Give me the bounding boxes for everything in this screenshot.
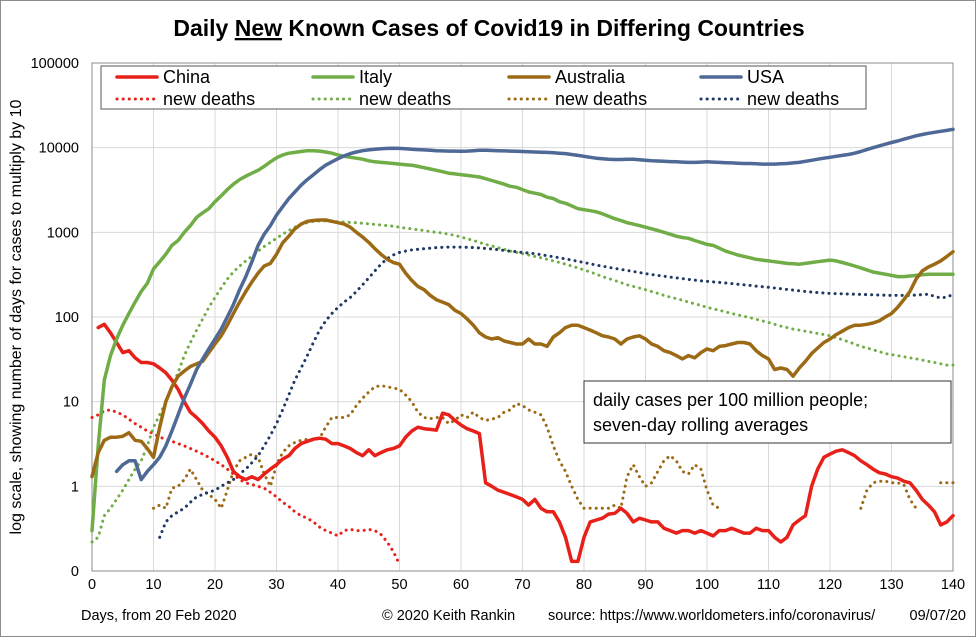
y-tick-label: 100000: [31, 56, 79, 72]
x-tick-label: 110: [757, 577, 780, 593]
legend-label: China: [163, 67, 211, 87]
x-tick-label: 80: [576, 577, 592, 593]
x-tick-label: 40: [330, 577, 346, 593]
annotation-box: daily cases per 100 million people; seve…: [583, 380, 952, 444]
y-tick-label: 1: [71, 479, 79, 495]
x-tick-label: 20: [207, 577, 223, 593]
title-part-3: Known Cases of Covid19 in Differing Coun…: [282, 15, 805, 41]
legend-label: Italy: [359, 67, 392, 87]
legend-label: new deaths: [359, 89, 451, 109]
australia-cases-line: [90, 218, 955, 479]
title-part-1: Daily: [173, 15, 234, 41]
italy-cases-line: [90, 148, 955, 533]
x-tick-labels: 0 10 20 30 40 50 60 70 80 90 100 110 120 130 140: [88, 577, 965, 593]
x-tick-label: 50: [391, 577, 407, 593]
usa-deaths-line: [158, 245, 955, 539]
x-tick-label: 0: [88, 577, 96, 593]
legend-box: [100, 65, 867, 110]
x-axis-label: Days, from 20 Feb 2020: [81, 608, 237, 624]
x-tick-label: 120: [818, 577, 842, 593]
usa-cases-line: [114, 127, 955, 482]
x-tick-label: 10: [145, 577, 161, 593]
y-tick-label: 100: [55, 310, 79, 326]
series-layer: [90, 127, 955, 566]
y-tick-label: 0: [71, 564, 79, 580]
y-tick-label: 1000: [47, 225, 79, 241]
date-note: 09/07/20: [910, 608, 966, 624]
x-tick-label: 100: [695, 577, 719, 593]
legend-label: USA: [747, 67, 784, 87]
plot-area-border: [91, 62, 954, 572]
x-tick-label: 140: [941, 577, 965, 593]
title-part-new: New: [235, 15, 282, 41]
annotation-frame: [583, 380, 952, 444]
x-tick-label: 70: [514, 577, 530, 593]
copyright-note: © 2020 Keith Rankin: [382, 608, 515, 624]
y-tick-label: 10000: [39, 141, 79, 157]
x-tick-label: 60: [453, 577, 469, 593]
legend-label: Australia: [555, 67, 626, 87]
grid-lines: [91, 62, 954, 572]
legend-label: new deaths: [747, 89, 839, 109]
chart-title: Daily New Known Cases of Covid19 in Diff…: [173, 15, 804, 41]
legend-label: new deaths: [555, 89, 647, 109]
australia-deaths-line: [859, 479, 918, 510]
x-tick-label: 130: [879, 577, 903, 593]
x-tick-label: 30: [268, 577, 284, 593]
china-deaths-line: [90, 408, 401, 566]
annotation-line-1: daily cases per 100 million people;: [593, 390, 868, 410]
legend-label: new deaths: [163, 89, 255, 109]
china-cases-line: [96, 322, 955, 564]
y-tick-label: 10: [63, 395, 79, 411]
annotation-line-2: seven-day rolling averages: [593, 415, 808, 435]
y-axis-label: log scale, showing number of days for ca…: [8, 99, 25, 534]
source-note: source: https://www.worldometers.info/co…: [548, 608, 876, 624]
australia-deaths-line: [152, 384, 721, 510]
italy-deaths-line: [90, 219, 955, 544]
x-tick-label: 90: [637, 577, 653, 593]
